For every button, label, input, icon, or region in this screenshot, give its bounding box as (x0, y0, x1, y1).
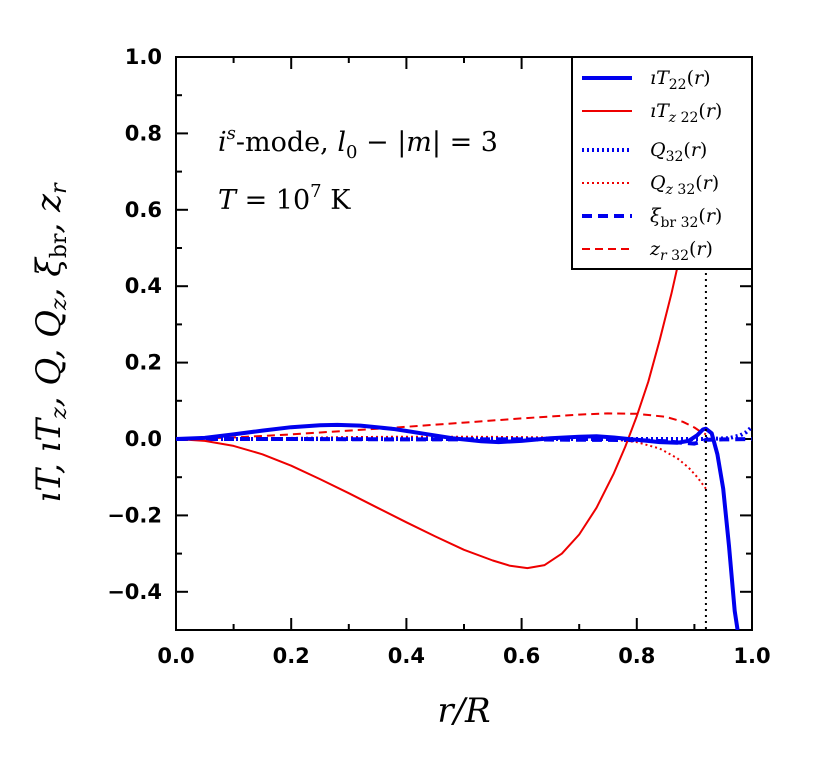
series-line-2 (176, 425, 752, 441)
x-tick-label: 0.2 (273, 644, 310, 668)
x-tick-label: 0.4 (388, 644, 425, 668)
y-tick-label: 0.2 (125, 351, 162, 375)
x-axis-title: r/R (437, 691, 490, 731)
y-axis-title: ıT, ıTz, Q, Qz, ξbr, zr (29, 182, 72, 503)
y-tick-label: 1.0 (125, 45, 162, 69)
y-tick-label: 0.4 (125, 274, 162, 298)
series-layer (176, 57, 752, 630)
mode-annotation: is-mode, l0 − |m| = 3 (218, 123, 498, 163)
series-line-5 (176, 412, 707, 440)
legend: ıT22(r) ıTz 22(r) Q32(r) Qz 32(r) ξbr 32… (571, 56, 753, 270)
x-tick-label: 0.8 (618, 644, 655, 668)
x-tick-labels: 0.0 0.2 0.4 0.6 0.8 1.0 (157, 644, 770, 668)
y-tick-label: 0.0 (125, 427, 162, 451)
x-tick-label: 0.0 (157, 644, 194, 668)
y-tick-labels: −0.4 −0.2 0.0 0.2 0.4 0.6 0.8 1.0 (107, 45, 162, 604)
y-tick-label: 0.6 (125, 198, 162, 222)
legend-label-Q32: Q32(r) (650, 139, 707, 165)
legend-label-zr32: zr 32(r) (649, 238, 713, 264)
series-line-0 (176, 422, 740, 630)
legend-entry-Q32: Q32(r) (582, 139, 707, 165)
temperature-annotation: T = 107 K (218, 181, 351, 216)
x-tick-label: 0.6 (503, 644, 540, 668)
y-tick-label: −0.2 (107, 503, 162, 527)
series-line-3 (176, 435, 707, 490)
y-tick-label: −0.4 (107, 580, 162, 604)
legend-box (571, 56, 753, 270)
y-tick-label: 0.8 (125, 121, 162, 145)
x-tick-label: 1.0 (733, 644, 770, 668)
legend-entry-zr32: zr 32(r) (582, 238, 713, 264)
